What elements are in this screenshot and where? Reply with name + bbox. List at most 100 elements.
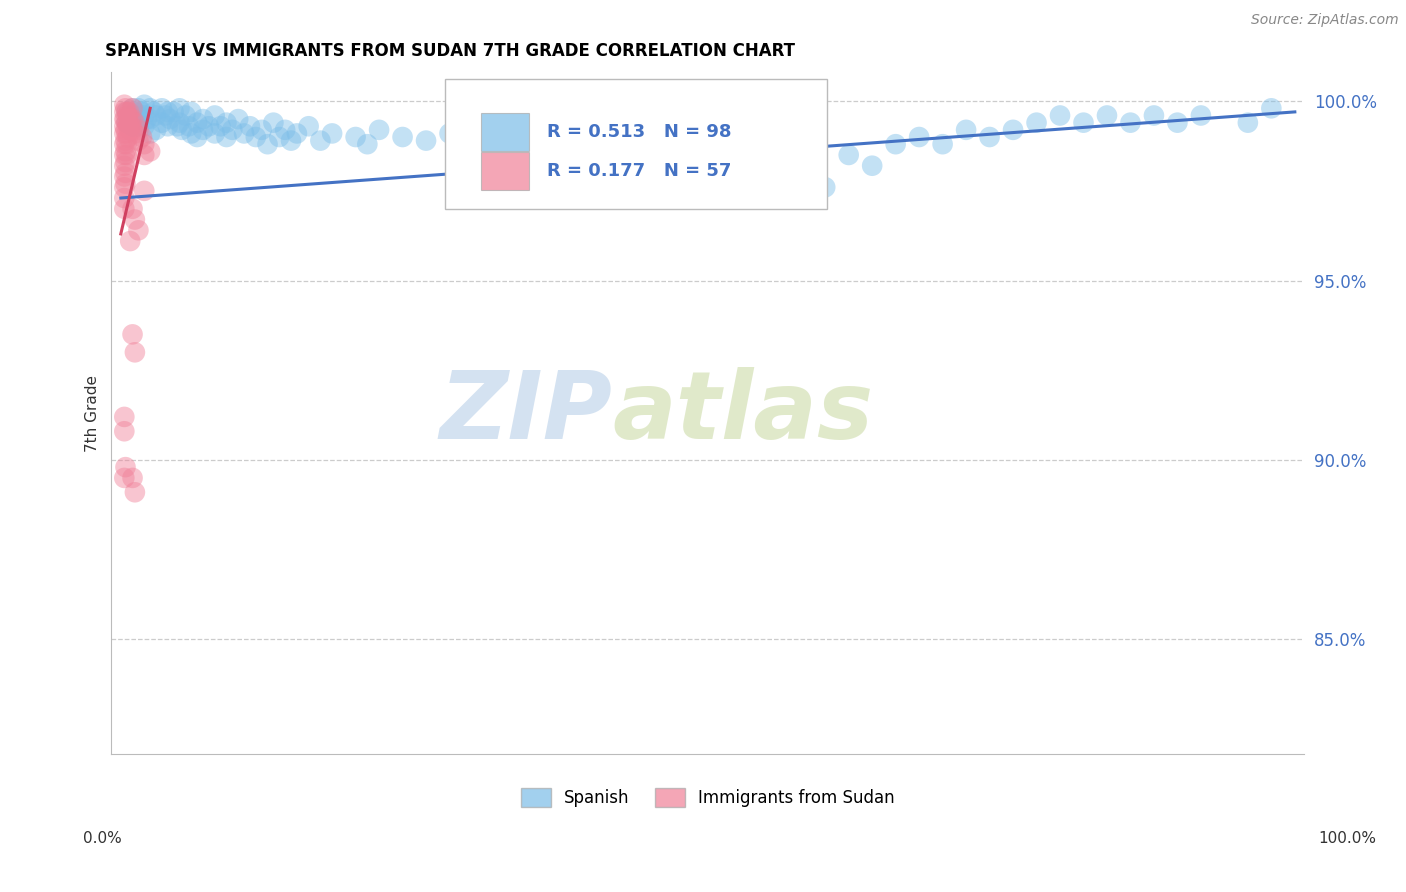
Point bbox=[121, 101, 143, 115]
Point bbox=[155, 108, 177, 122]
Point bbox=[150, 116, 173, 130]
Point bbox=[121, 123, 143, 137]
Point bbox=[124, 485, 146, 500]
Point bbox=[256, 137, 278, 152]
Point bbox=[186, 116, 208, 130]
Point bbox=[121, 108, 143, 122]
Point bbox=[250, 123, 273, 137]
Point bbox=[115, 104, 138, 119]
Point bbox=[114, 123, 136, 137]
Point bbox=[215, 116, 238, 130]
Point bbox=[1237, 116, 1260, 130]
Point bbox=[118, 116, 141, 130]
Point bbox=[114, 155, 136, 169]
Point bbox=[114, 134, 136, 148]
Point bbox=[233, 127, 256, 141]
Point bbox=[121, 112, 143, 126]
Point bbox=[112, 169, 135, 184]
Point bbox=[169, 116, 191, 130]
Point bbox=[159, 112, 181, 126]
Point bbox=[112, 191, 135, 205]
FancyBboxPatch shape bbox=[481, 153, 529, 190]
Point bbox=[127, 123, 149, 137]
Point bbox=[120, 120, 142, 134]
Point bbox=[127, 134, 149, 148]
Text: atlas: atlas bbox=[613, 368, 873, 459]
Point bbox=[114, 166, 136, 180]
Point bbox=[124, 212, 146, 227]
Point bbox=[269, 130, 291, 145]
Point bbox=[127, 108, 149, 122]
Point bbox=[860, 159, 883, 173]
Point bbox=[262, 116, 284, 130]
Point bbox=[198, 120, 221, 134]
Point bbox=[485, 141, 508, 155]
Point bbox=[790, 166, 813, 180]
Point bbox=[162, 104, 184, 119]
Point bbox=[768, 145, 790, 159]
Point bbox=[285, 127, 308, 141]
Text: SPANISH VS IMMIGRANTS FROM SUDAN 7TH GRADE CORRELATION CHART: SPANISH VS IMMIGRANTS FROM SUDAN 7TH GRA… bbox=[105, 42, 796, 60]
Point bbox=[156, 104, 179, 119]
Point bbox=[368, 123, 391, 137]
Point bbox=[134, 148, 156, 162]
Point bbox=[673, 159, 696, 173]
Point bbox=[112, 104, 135, 119]
Text: 100.0%: 100.0% bbox=[1317, 831, 1376, 846]
Point bbox=[226, 112, 249, 126]
Point bbox=[127, 223, 149, 237]
Point bbox=[112, 137, 135, 152]
Point bbox=[124, 345, 146, 359]
Point bbox=[131, 104, 153, 119]
Point bbox=[309, 134, 332, 148]
Point bbox=[356, 137, 378, 152]
Point bbox=[112, 202, 135, 216]
Point bbox=[1002, 123, 1025, 137]
Point bbox=[112, 127, 135, 141]
Point bbox=[174, 108, 197, 122]
Point bbox=[209, 120, 232, 134]
Point bbox=[131, 130, 153, 145]
Point bbox=[838, 148, 860, 162]
Point bbox=[112, 471, 135, 485]
Point bbox=[114, 101, 136, 115]
Point bbox=[221, 123, 243, 137]
Point bbox=[121, 202, 143, 216]
Point bbox=[1119, 116, 1142, 130]
Point bbox=[120, 234, 142, 248]
Point bbox=[121, 101, 143, 115]
Point bbox=[720, 159, 742, 173]
Point bbox=[1143, 108, 1166, 122]
Point bbox=[121, 120, 143, 134]
Point bbox=[166, 120, 188, 134]
Point bbox=[245, 130, 267, 145]
Point bbox=[115, 116, 138, 130]
Point bbox=[150, 101, 173, 115]
Point bbox=[274, 123, 297, 137]
Point bbox=[391, 130, 413, 145]
Point bbox=[555, 145, 578, 159]
Point bbox=[1095, 108, 1118, 122]
Point bbox=[239, 120, 262, 134]
Point bbox=[139, 127, 162, 141]
FancyBboxPatch shape bbox=[446, 79, 827, 209]
Point bbox=[603, 148, 626, 162]
Point bbox=[120, 123, 142, 137]
Point bbox=[120, 112, 142, 126]
Point bbox=[298, 120, 321, 134]
Point bbox=[979, 130, 1001, 145]
Point bbox=[744, 152, 766, 166]
Point bbox=[156, 120, 179, 134]
Point bbox=[124, 127, 146, 141]
Point bbox=[461, 148, 484, 162]
Point bbox=[280, 134, 302, 148]
Point bbox=[180, 104, 202, 119]
Point bbox=[115, 116, 138, 130]
Point bbox=[344, 130, 367, 145]
Point bbox=[117, 130, 139, 145]
Point bbox=[139, 112, 162, 126]
Point bbox=[121, 327, 143, 342]
Point bbox=[124, 104, 146, 119]
Point bbox=[931, 137, 953, 152]
Point bbox=[415, 134, 437, 148]
